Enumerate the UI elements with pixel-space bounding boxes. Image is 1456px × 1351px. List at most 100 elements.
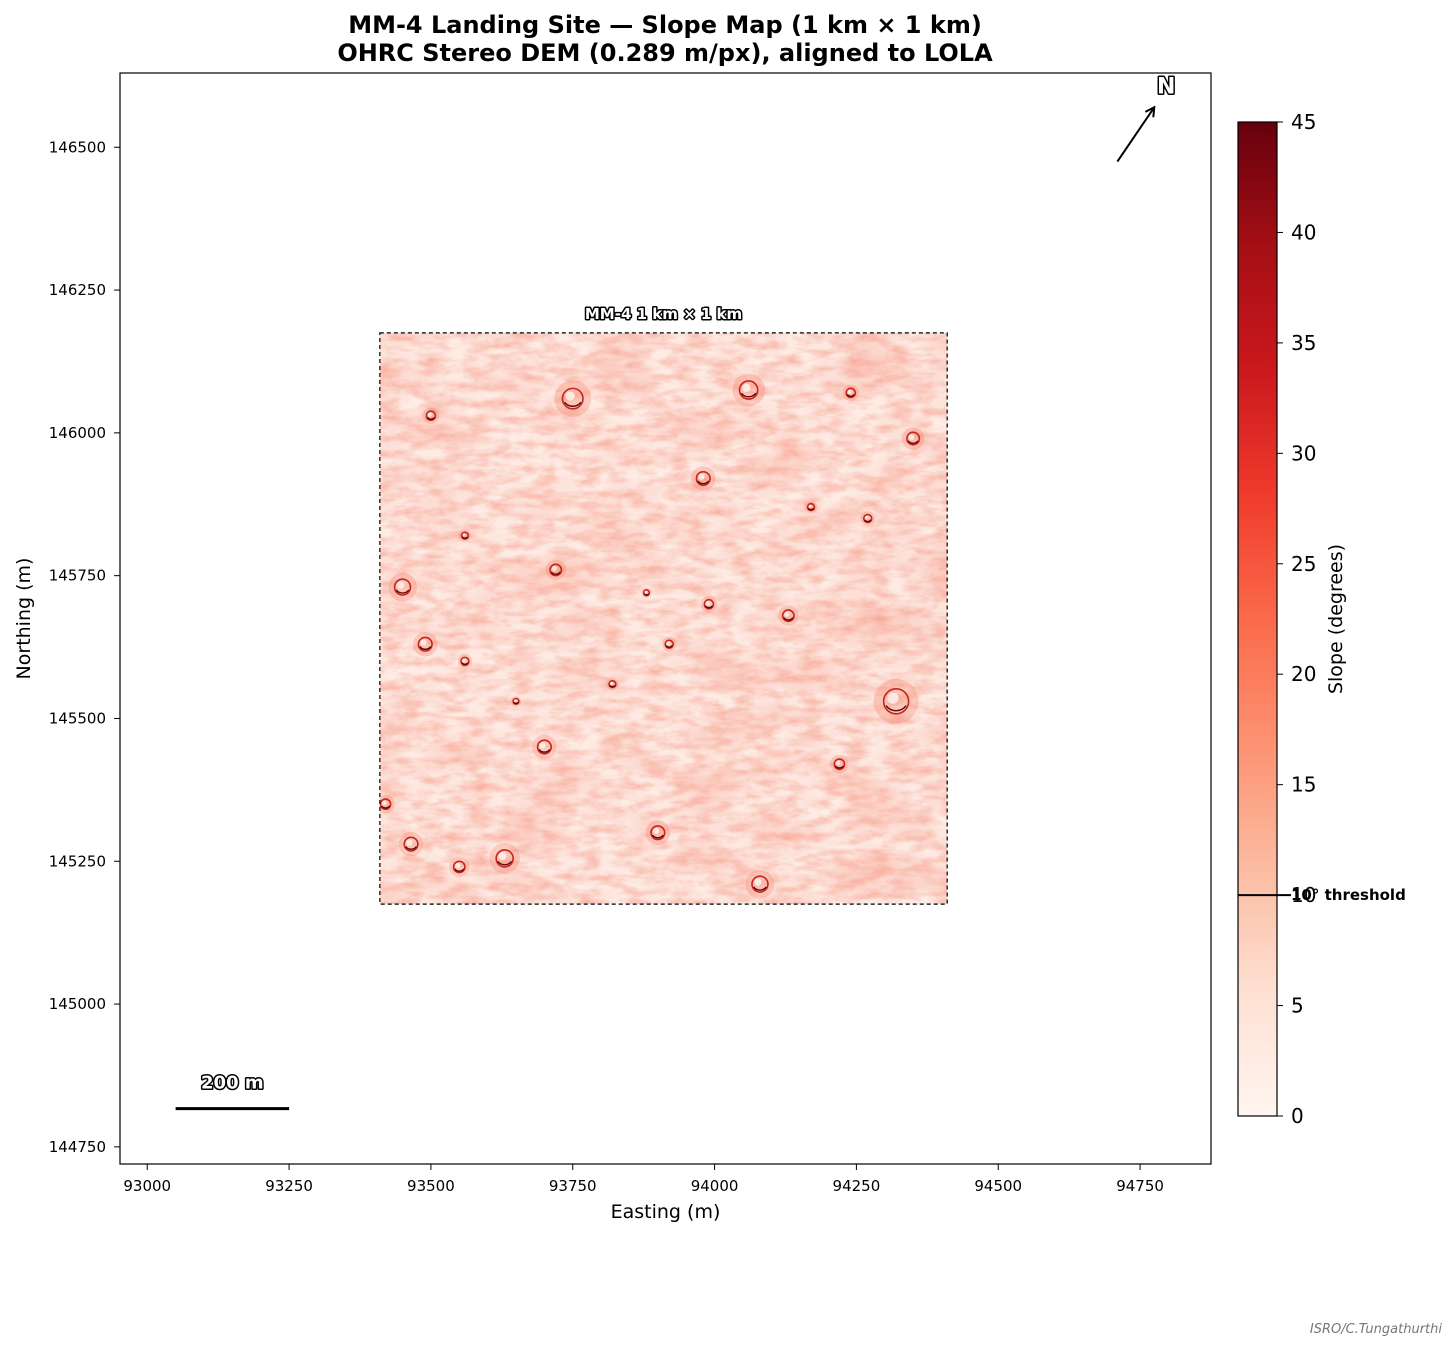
crater-rim xyxy=(703,598,715,610)
crater-rim xyxy=(512,697,520,705)
crater-rim xyxy=(845,387,857,399)
crater-floor xyxy=(847,389,852,394)
y-tick-label: 146000 xyxy=(49,424,106,442)
crater-shadow xyxy=(380,805,391,809)
crater-rim xyxy=(882,688,910,715)
crater-floor xyxy=(381,800,387,806)
crater-rim xyxy=(561,387,584,410)
crater-rim xyxy=(452,860,466,874)
crater-rim xyxy=(460,531,470,540)
crater-floor xyxy=(427,412,432,417)
x-tick-label: 93750 xyxy=(549,1177,597,1195)
crater-rim xyxy=(379,798,392,811)
crater-shadow xyxy=(753,886,767,891)
y-tick-label: 145750 xyxy=(49,567,106,585)
colorbar-tick-label: 35 xyxy=(1291,331,1316,355)
crater-floor xyxy=(864,515,869,520)
crater-shadow xyxy=(405,846,418,850)
crater-floor xyxy=(653,827,660,835)
crater-rim xyxy=(664,639,674,649)
colorbar-tick-label: 40 xyxy=(1291,220,1316,244)
colorbar-tick-label: 45 xyxy=(1291,110,1316,134)
x-tick-label: 93000 xyxy=(123,1177,171,1195)
x-tick-label: 94750 xyxy=(1116,1177,1164,1195)
crater-rim xyxy=(833,758,846,771)
crater-shadow xyxy=(550,571,561,575)
crater-shadow xyxy=(864,519,872,523)
scale-bar: 200 m xyxy=(175,1071,290,1111)
crater-rim xyxy=(738,380,759,400)
crater-floor xyxy=(462,533,466,537)
crater-shadow xyxy=(564,401,582,407)
north-arrow: N xyxy=(1116,73,1177,163)
crater-shadow xyxy=(697,480,710,485)
colorbar-tick-label: 25 xyxy=(1291,552,1316,576)
crater-shadow xyxy=(665,645,673,648)
crater-floor xyxy=(498,852,507,861)
crater-rim xyxy=(393,578,412,596)
crater-shadow xyxy=(704,605,714,609)
crater-floor xyxy=(539,742,546,749)
crater-shadow xyxy=(395,589,410,594)
chart-subtitle: OHRC Stereo DEM (0.289 m/px), aligned to… xyxy=(337,39,993,67)
north-arrow-shaft xyxy=(1116,106,1156,163)
crater-floor xyxy=(514,699,517,702)
x-tick-label: 94500 xyxy=(974,1177,1022,1195)
crater-rim xyxy=(781,609,795,623)
crater-floor xyxy=(808,504,812,508)
plot-area: MM-4 1 km × 1 km 93000 93250 93500 93750 940… xyxy=(13,72,1212,1223)
threshold-label: 10° threshold xyxy=(1291,886,1406,904)
crater-shadow xyxy=(513,701,519,705)
crater-floor xyxy=(462,658,466,663)
crater-shadow xyxy=(461,536,469,539)
slope-raster-texture-fine xyxy=(379,332,948,905)
north-arrow-head-icon xyxy=(1144,105,1156,118)
y-tick-label: 146250 xyxy=(49,281,106,299)
crater-floor xyxy=(742,383,751,392)
crater-rim xyxy=(403,836,419,852)
crater-floor xyxy=(784,611,790,617)
crater-floor xyxy=(610,681,614,685)
crater-floor xyxy=(698,473,705,480)
crater-shadow xyxy=(643,593,650,596)
crater-rim xyxy=(642,589,651,597)
crater-shadow xyxy=(461,662,469,665)
crater-shadow xyxy=(609,684,616,688)
crater-floor xyxy=(644,590,648,594)
crater-shadow xyxy=(846,393,855,397)
y-axis-ticks: 144750 145000 145250 145500 145750 146000 1462… xyxy=(49,138,120,1156)
crater-rim xyxy=(650,825,666,841)
crater-floor xyxy=(406,839,413,846)
crater-rim xyxy=(495,849,514,868)
x-tick-label: 94250 xyxy=(833,1177,881,1195)
crater-rim xyxy=(549,563,563,577)
y-tick-label: 145250 xyxy=(49,852,106,870)
crater-rim xyxy=(425,410,437,422)
crater-rim xyxy=(695,470,711,487)
crater-rim xyxy=(417,636,433,652)
x-tick-label: 94000 xyxy=(691,1177,739,1195)
study-area-label: MM-4 1 km × 1 km xyxy=(585,305,742,323)
colorbar: 0 5 10 15 20 25 30 35 40 45 10° threshold Slope (… xyxy=(1237,110,1406,1128)
y-tick-label: 145500 xyxy=(49,709,106,727)
crater-layer xyxy=(379,373,925,899)
y-tick-label: 145000 xyxy=(49,995,106,1013)
image-credit: ISRO/C.Tungathurthi xyxy=(1309,1322,1442,1337)
crater-shadow xyxy=(497,860,513,866)
crater-rim xyxy=(806,502,816,512)
crater-floor xyxy=(455,863,461,869)
colorbar-ramp xyxy=(1237,121,1278,1117)
colorbar-label: Slope (degrees) xyxy=(1325,544,1347,694)
crater-shadow xyxy=(907,440,919,444)
crater-shadow xyxy=(740,392,757,398)
colorbar-tick-label: 15 xyxy=(1291,773,1316,797)
crater-floor xyxy=(908,434,915,440)
crater-floor xyxy=(835,760,841,766)
crater-shadow xyxy=(807,507,815,511)
crater-shadow xyxy=(885,705,907,712)
y-axis-label: Northing (m) xyxy=(13,558,35,680)
crater-floor xyxy=(666,641,670,645)
crater-rim xyxy=(862,513,873,524)
crater-floor xyxy=(887,692,899,704)
